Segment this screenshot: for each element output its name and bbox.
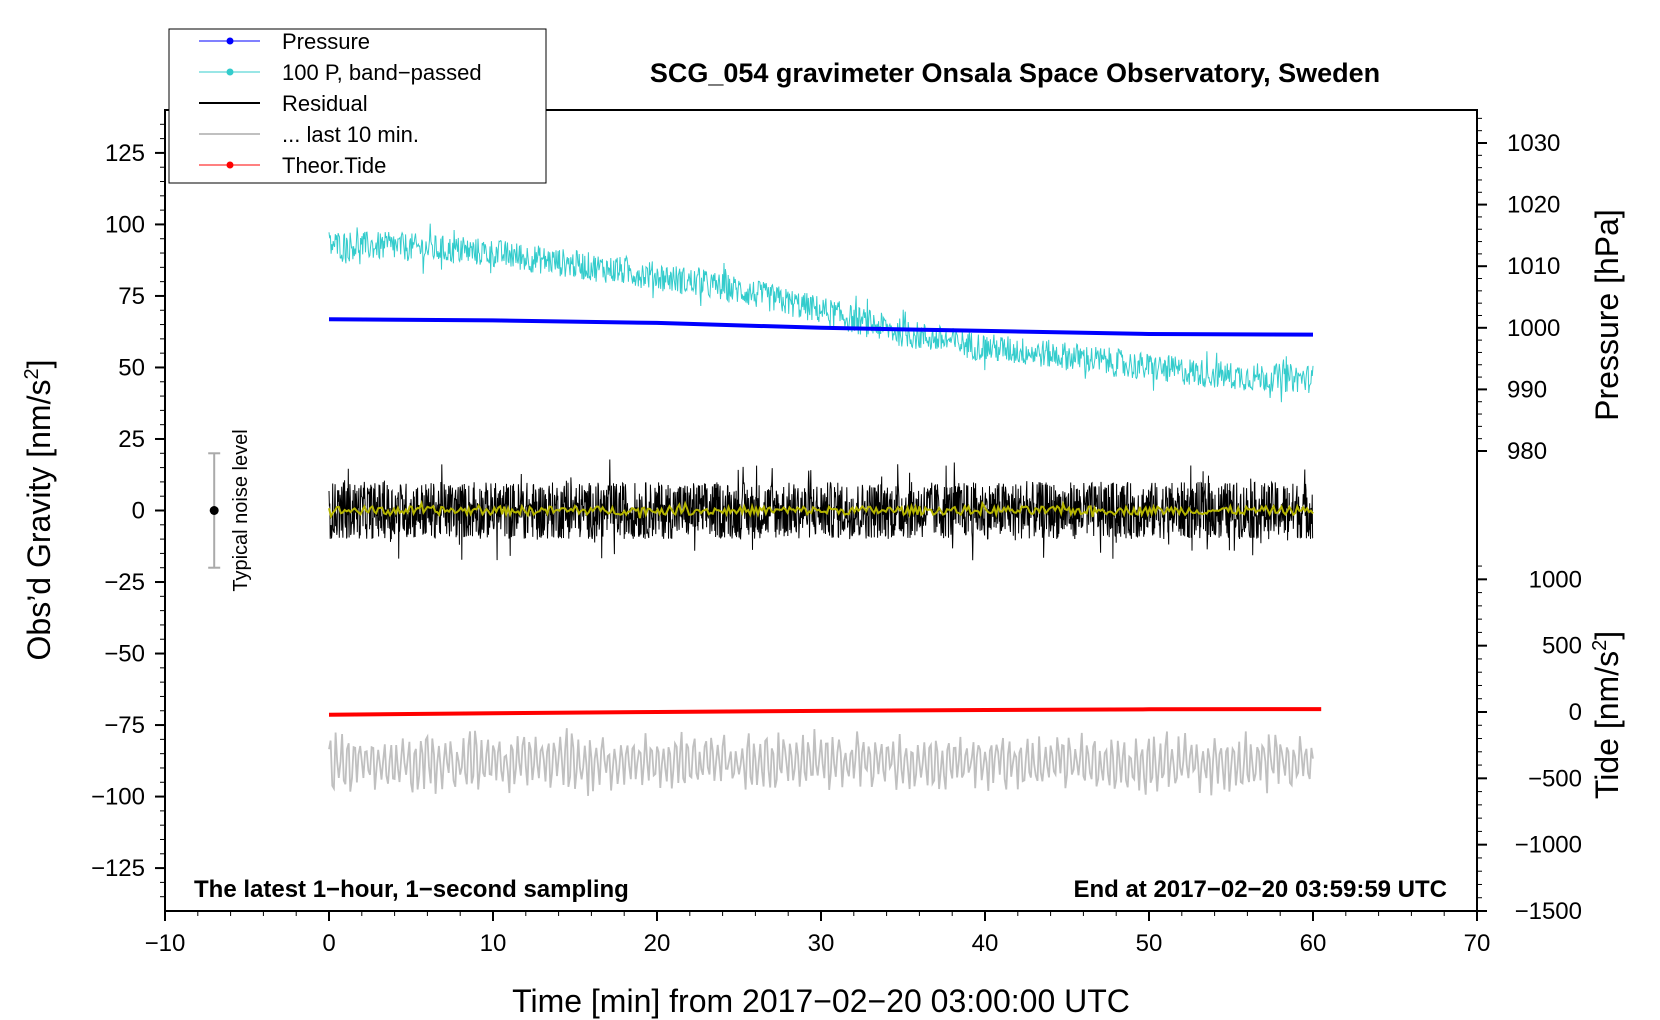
annotation-sampling: The latest 1−hour, 1−second sampling <box>194 876 629 903</box>
x-tick-label: 10 <box>480 930 507 957</box>
y-axis-title-tide: Tide [nm/s2] <box>1589 631 1625 799</box>
legend-box <box>168 28 547 184</box>
x-tick-label: 70 <box>1464 930 1491 957</box>
y-tide-tick-label: 1000 <box>1529 566 1582 593</box>
legend-marker <box>226 161 234 169</box>
series--last-10-min- <box>328 728 1314 796</box>
y-axis-title-left: Obs’d Gravity [nm/s2] <box>21 360 57 661</box>
y-left-tick-label: −125 <box>91 855 145 882</box>
legend-label: ... last 10 min. <box>282 122 419 147</box>
legend-marker <box>226 37 234 45</box>
y-pressure-tick-label: 980 <box>1507 438 1547 465</box>
y-pressure-tick-label: 1010 <box>1507 253 1560 280</box>
x-tick-label: 60 <box>1300 930 1327 957</box>
x-tick-label: 30 <box>808 930 835 957</box>
legend-label: Residual <box>282 91 368 116</box>
y-left-tick-label: −25 <box>104 569 145 596</box>
typical-noise-bar: Typical noise level <box>208 429 252 592</box>
y-tide-tick-label: −1500 <box>1515 898 1582 925</box>
y-tide-tick-label: 500 <box>1542 633 1582 660</box>
legend-marker <box>226 68 234 76</box>
y-left-tick-label: 125 <box>105 140 145 167</box>
legend-label: Theor.Tide <box>282 153 386 178</box>
chart-title: SCG_054 gravimeter Onsala Space Observat… <box>650 58 1380 88</box>
series-layer <box>328 223 1322 796</box>
annotation-end-time: End at 2017−02−20 03:59:59 UTC <box>1073 876 1447 903</box>
x-tick-label: 0 <box>322 930 335 957</box>
x-tick-label: 40 <box>972 930 999 957</box>
y-tide-tick-label: −500 <box>1528 765 1582 792</box>
y-left-tick-label: −100 <box>91 784 145 811</box>
y-left-tick-label: 75 <box>118 283 145 310</box>
legend-label: 100 P, band−passed <box>282 60 482 85</box>
y-pressure-tick-label: 1000 <box>1507 315 1560 342</box>
y-left-tick-label: 25 <box>118 426 145 453</box>
series-theor-tide <box>328 707 1322 717</box>
y-pressure-tick-label: 1030 <box>1507 130 1560 157</box>
series-100-p-band-passed <box>328 223 1314 403</box>
noise-bar-label: Typical noise level <box>230 429 252 591</box>
y-axis-title-pressure: Pressure [hPa] <box>1589 209 1625 421</box>
y-left-tick-label: 0 <box>132 498 145 525</box>
x-tick-label: 20 <box>644 930 671 957</box>
legend: Pressure 100 P, band−passed Residual ... la… <box>168 28 547 184</box>
x-tick-label: −10 <box>145 930 186 957</box>
x-tick-label: 50 <box>1136 930 1163 957</box>
noise-bar-dot <box>209 506 219 515</box>
y-pressure-tick-label: 1020 <box>1507 192 1560 219</box>
y-left-tick-label: −75 <box>104 712 145 739</box>
axis-ticks: −10 0 10 20 30 40 50 60 701251007550250−25−50−75… <box>91 117 1582 957</box>
y-left-tick-label: 100 <box>105 211 145 238</box>
y-left-tick-label: 50 <box>118 354 145 381</box>
y-tide-tick-label: −1000 <box>1515 832 1582 859</box>
y-pressure-tick-label: 990 <box>1507 376 1547 403</box>
series-pressure <box>328 317 1314 337</box>
series-residual-smoothed <box>328 499 1314 520</box>
x-axis-title: Time [min] from 2017−02−20 03:00:00 UTC <box>512 983 1130 1019</box>
y-tide-tick-label: 0 <box>1569 699 1582 726</box>
legend-label: Pressure <box>282 29 370 54</box>
y-left-tick-label: −50 <box>104 641 145 668</box>
